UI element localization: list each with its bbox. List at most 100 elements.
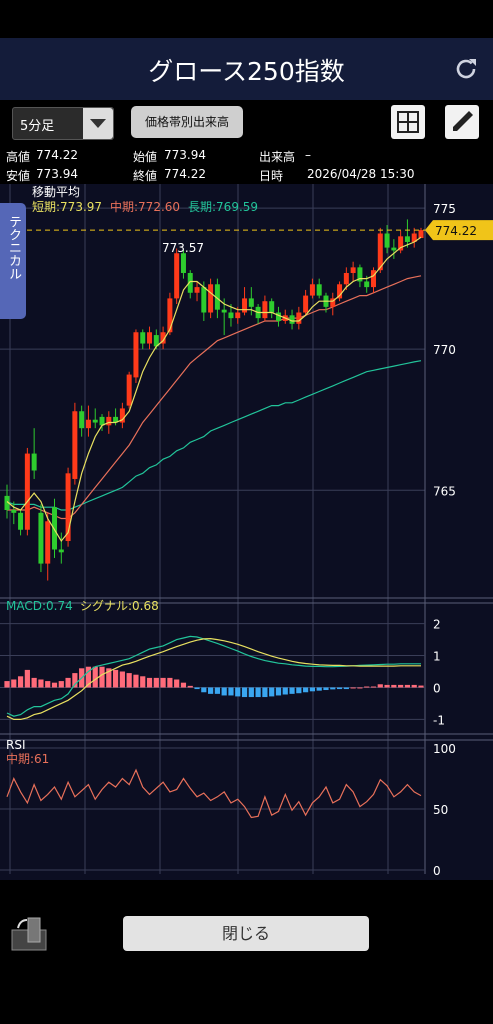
- macd-histogram-bar: [51, 682, 58, 688]
- candle-body: [92, 419, 98, 423]
- candle-body: [45, 521, 51, 564]
- macd-tick-label: 2: [433, 618, 441, 632]
- volume-by-price-button[interactable]: 価格帯別出来高: [131, 106, 243, 138]
- macd-tick-label: 1: [433, 650, 441, 664]
- candle-body: [106, 416, 112, 426]
- candle-body: [404, 236, 410, 242]
- candle-body: [72, 411, 78, 479]
- rsi-line: [6, 768, 422, 819]
- candle-body: [58, 549, 64, 553]
- chevron-down-icon: [83, 108, 113, 139]
- macd-histogram-bar: [140, 676, 146, 688]
- header: グロース250指数: [0, 38, 493, 100]
- candle-body: [221, 309, 227, 313]
- grid-layout-button[interactable]: [391, 105, 425, 139]
- macd-histogram-bar: [65, 677, 71, 688]
- candle-body: [18, 512, 24, 530]
- macd-histogram-bar: [404, 684, 411, 688]
- high-label: 高値: [6, 150, 31, 164]
- macd-histogram-bar: [58, 681, 64, 688]
- price-tick-label: 775: [433, 202, 456, 216]
- rotate-screen-button[interactable]: [10, 916, 48, 952]
- candle-body: [391, 247, 397, 251]
- macd-histogram-bar: [330, 687, 336, 690]
- candle-body: [167, 298, 173, 333]
- grid-icon: [397, 111, 419, 133]
- candle-body: [296, 312, 302, 324]
- macd-legend: MACD:0.74: [6, 599, 73, 613]
- candle-body: [24, 453, 30, 530]
- candle-body: [235, 312, 241, 319]
- candle-body: [147, 332, 153, 344]
- open-label: 始値: [133, 150, 158, 164]
- candle-body: [262, 301, 268, 319]
- high-value: 774.22: [36, 148, 78, 162]
- candle-body: [153, 335, 159, 347]
- long-ma-legend: 長期:769.59: [188, 200, 258, 214]
- macd-histogram-bar: [350, 687, 356, 689]
- macd-histogram-bar: [106, 668, 112, 688]
- close-value: 774.22: [164, 167, 206, 181]
- macd-histogram-bar: [275, 687, 282, 696]
- macd-histogram-bar: [92, 666, 98, 688]
- close-button[interactable]: 閉じる: [123, 916, 369, 951]
- macd-histogram-bar: [343, 687, 349, 690]
- candle-body: [343, 273, 349, 285]
- candle-body: [364, 281, 370, 288]
- macd-histogram-bar: [235, 687, 241, 697]
- macd-histogram-bar: [309, 687, 316, 692]
- datetime-value: 2026/04/28 15:30: [307, 167, 415, 181]
- rsi-legend-title: RSI: [6, 738, 26, 752]
- candle-body: [350, 267, 356, 273]
- macd-histogram-bar: [316, 687, 322, 691]
- macd-histogram-bar: [228, 687, 234, 696]
- macd-tick-label: -1: [433, 713, 445, 727]
- macd-histogram-bar: [112, 669, 119, 688]
- technical-tab[interactable]: テクニカル: [0, 203, 26, 319]
- candle-body: [4, 495, 10, 510]
- interval-select[interactable]: 5分足: [12, 107, 114, 140]
- candle-body: [303, 295, 309, 313]
- long-ma-line: [6, 360, 422, 511]
- macd-histogram-bar: [153, 677, 159, 688]
- macd-histogram-bar: [180, 682, 187, 688]
- candle-body: [187, 273, 193, 293]
- chart-area[interactable]: 775 770 765 774.22 773.57 移動平均 短期:773.97 中期:772…: [0, 184, 493, 895]
- candle-body: [194, 287, 200, 293]
- refresh-icon[interactable]: [453, 56, 479, 82]
- candle-body: [316, 284, 322, 296]
- low-label: 安値: [6, 169, 31, 183]
- rsi-tick-label: 50: [433, 803, 448, 817]
- macd-histogram-bar: [398, 684, 404, 688]
- candle-body: [140, 332, 146, 344]
- technical-tab-label: テクニカル: [6, 215, 21, 280]
- signal-line: [6, 637, 421, 721]
- candle-body: [269, 301, 275, 313]
- candle-body: [11, 510, 17, 513]
- macd-histogram-bar: [384, 684, 390, 688]
- datetime-label: 日時: [259, 169, 284, 183]
- rotate-screen-icon: [11, 917, 47, 951]
- macd-histogram-bar: [160, 677, 166, 688]
- macd-histogram-bar: [370, 686, 377, 688]
- page-title: グロース250指数: [148, 57, 345, 86]
- macd-histogram-bar: [357, 687, 363, 689]
- open-value: 773.94: [164, 148, 206, 162]
- mid-ma-line: [7, 275, 422, 520]
- macd-histogram-bar: [377, 684, 383, 688]
- macd-histogram-bar: [31, 677, 37, 688]
- macd-tick-label: 0: [433, 681, 441, 695]
- candle-body: [208, 284, 214, 313]
- macd-histogram-bar: [241, 687, 248, 698]
- macd-histogram-bar: [187, 685, 193, 688]
- macd-histogram-bar: [201, 687, 207, 693]
- macd-histogram-bar: [174, 679, 180, 688]
- draw-button[interactable]: [445, 105, 479, 139]
- candle-body: [384, 233, 390, 248]
- current-price-label: 774.22: [435, 224, 477, 238]
- macd-histogram-bar: [391, 684, 397, 688]
- candle-body: [309, 284, 315, 296]
- macd-histogram-bar: [133, 674, 139, 688]
- candle-body: [201, 287, 207, 313]
